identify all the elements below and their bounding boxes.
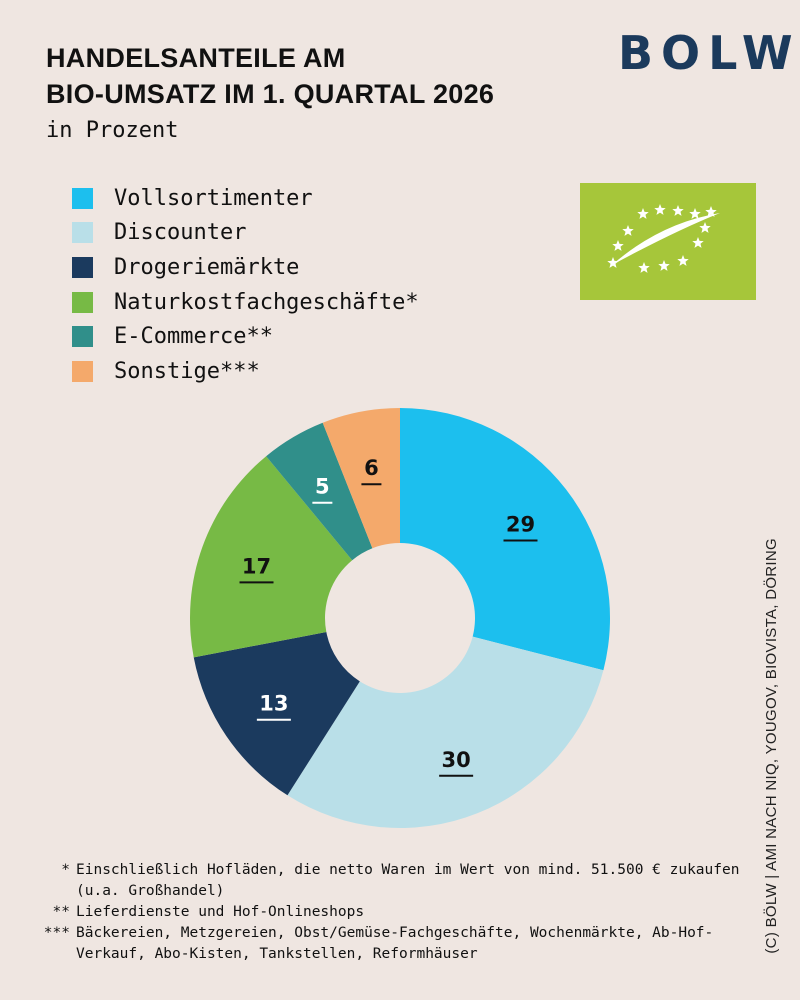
legend-swatch xyxy=(72,187,93,209)
donut-slice xyxy=(190,456,353,658)
legend-item: Sonstige*** xyxy=(72,354,419,389)
data-label: 5 xyxy=(315,475,330,499)
star-icon xyxy=(677,255,689,266)
star-icon xyxy=(692,237,704,248)
footnote-mark: * xyxy=(61,862,70,878)
chart-subtitle: in Prozent xyxy=(46,118,179,143)
data-label: 30 xyxy=(442,748,471,772)
legend-swatch xyxy=(72,222,93,244)
legend-item: Naturkostfachgeschäfte* xyxy=(72,285,419,320)
legend-swatch xyxy=(72,256,93,278)
title-line-1: HANDELSANTEILE AM xyxy=(46,43,346,73)
star-icon xyxy=(672,205,684,216)
legend-label: Sonstige*** xyxy=(114,358,260,384)
star-icon xyxy=(622,225,634,236)
footnote-mark: *** xyxy=(43,925,70,941)
star-icon xyxy=(658,260,670,271)
eu-organic-leaf-icon xyxy=(580,183,756,300)
donut-slice xyxy=(287,636,604,828)
footnote: ** Lieferdienste und Hof-Onlineshops xyxy=(40,902,740,923)
footnote-text: Einschließlich Hofläden, die netto Waren… xyxy=(76,862,740,899)
footnote-mark: ** xyxy=(52,904,70,920)
star-icon xyxy=(689,208,701,219)
source-credit: (C) BÖLW | AMI NACH NIQ, YOUGOV, BIOVIST… xyxy=(763,538,780,954)
title-line-2: BIO-UMSATZ IM 1. QUARTAL 2026 xyxy=(46,79,495,109)
star-icon xyxy=(699,222,711,233)
donut-slice xyxy=(193,632,360,796)
donut-slice xyxy=(400,408,610,671)
legend-label: Naturkostfachgeschäfte* xyxy=(114,289,419,315)
star-icon xyxy=(638,262,650,273)
legend-swatch xyxy=(72,326,93,348)
legend-swatch xyxy=(72,291,93,313)
star-icon xyxy=(637,208,649,219)
donut-slice xyxy=(322,408,400,549)
bolw-logo: BOLW xyxy=(618,26,800,80)
chart-title: HANDELSANTEILE AM BIO-UMSATZ IM 1. QUART… xyxy=(46,40,494,112)
legend-label: E-Commerce** xyxy=(114,324,273,350)
legend: Vollsortimenter Discounter Drogeriemärkte N… xyxy=(72,181,419,389)
legend-item: Discounter xyxy=(72,216,419,251)
legend-swatch xyxy=(72,360,93,382)
footnote-text: Bäckereien, Metzgereien, Obst/Gemüse-Fac… xyxy=(76,925,714,962)
footnote: * Einschließlich Hofläden, die netto Ware… xyxy=(40,860,740,902)
footnote: *** Bäckereien, Metzgereien, Obst/Gemüse-… xyxy=(40,923,740,965)
footnotes: * Einschließlich Hofläden, die netto Ware… xyxy=(40,860,740,965)
legend-label: Vollsortimenter xyxy=(114,185,313,211)
star-icon xyxy=(654,204,666,215)
star-icon xyxy=(705,206,717,217)
star-icon xyxy=(607,257,619,268)
donut-slice xyxy=(266,422,373,561)
data-label: 6 xyxy=(364,456,379,480)
legend-label: Discounter xyxy=(114,220,247,246)
legend-label: Drogeriemärkte xyxy=(114,254,300,280)
footnote-text: Lieferdienste und Hof-Onlineshops xyxy=(76,904,365,920)
legend-item: Drogeriemärkte xyxy=(72,250,419,285)
data-label: 13 xyxy=(259,692,288,716)
data-label: 29 xyxy=(506,513,535,537)
star-icon xyxy=(612,240,624,251)
legend-item: E-Commerce** xyxy=(72,319,419,354)
donut-chart: 29 30 13 17 5 6 xyxy=(190,408,610,828)
legend-item: Vollsortimenter xyxy=(72,181,419,216)
data-label: 17 xyxy=(242,554,271,578)
